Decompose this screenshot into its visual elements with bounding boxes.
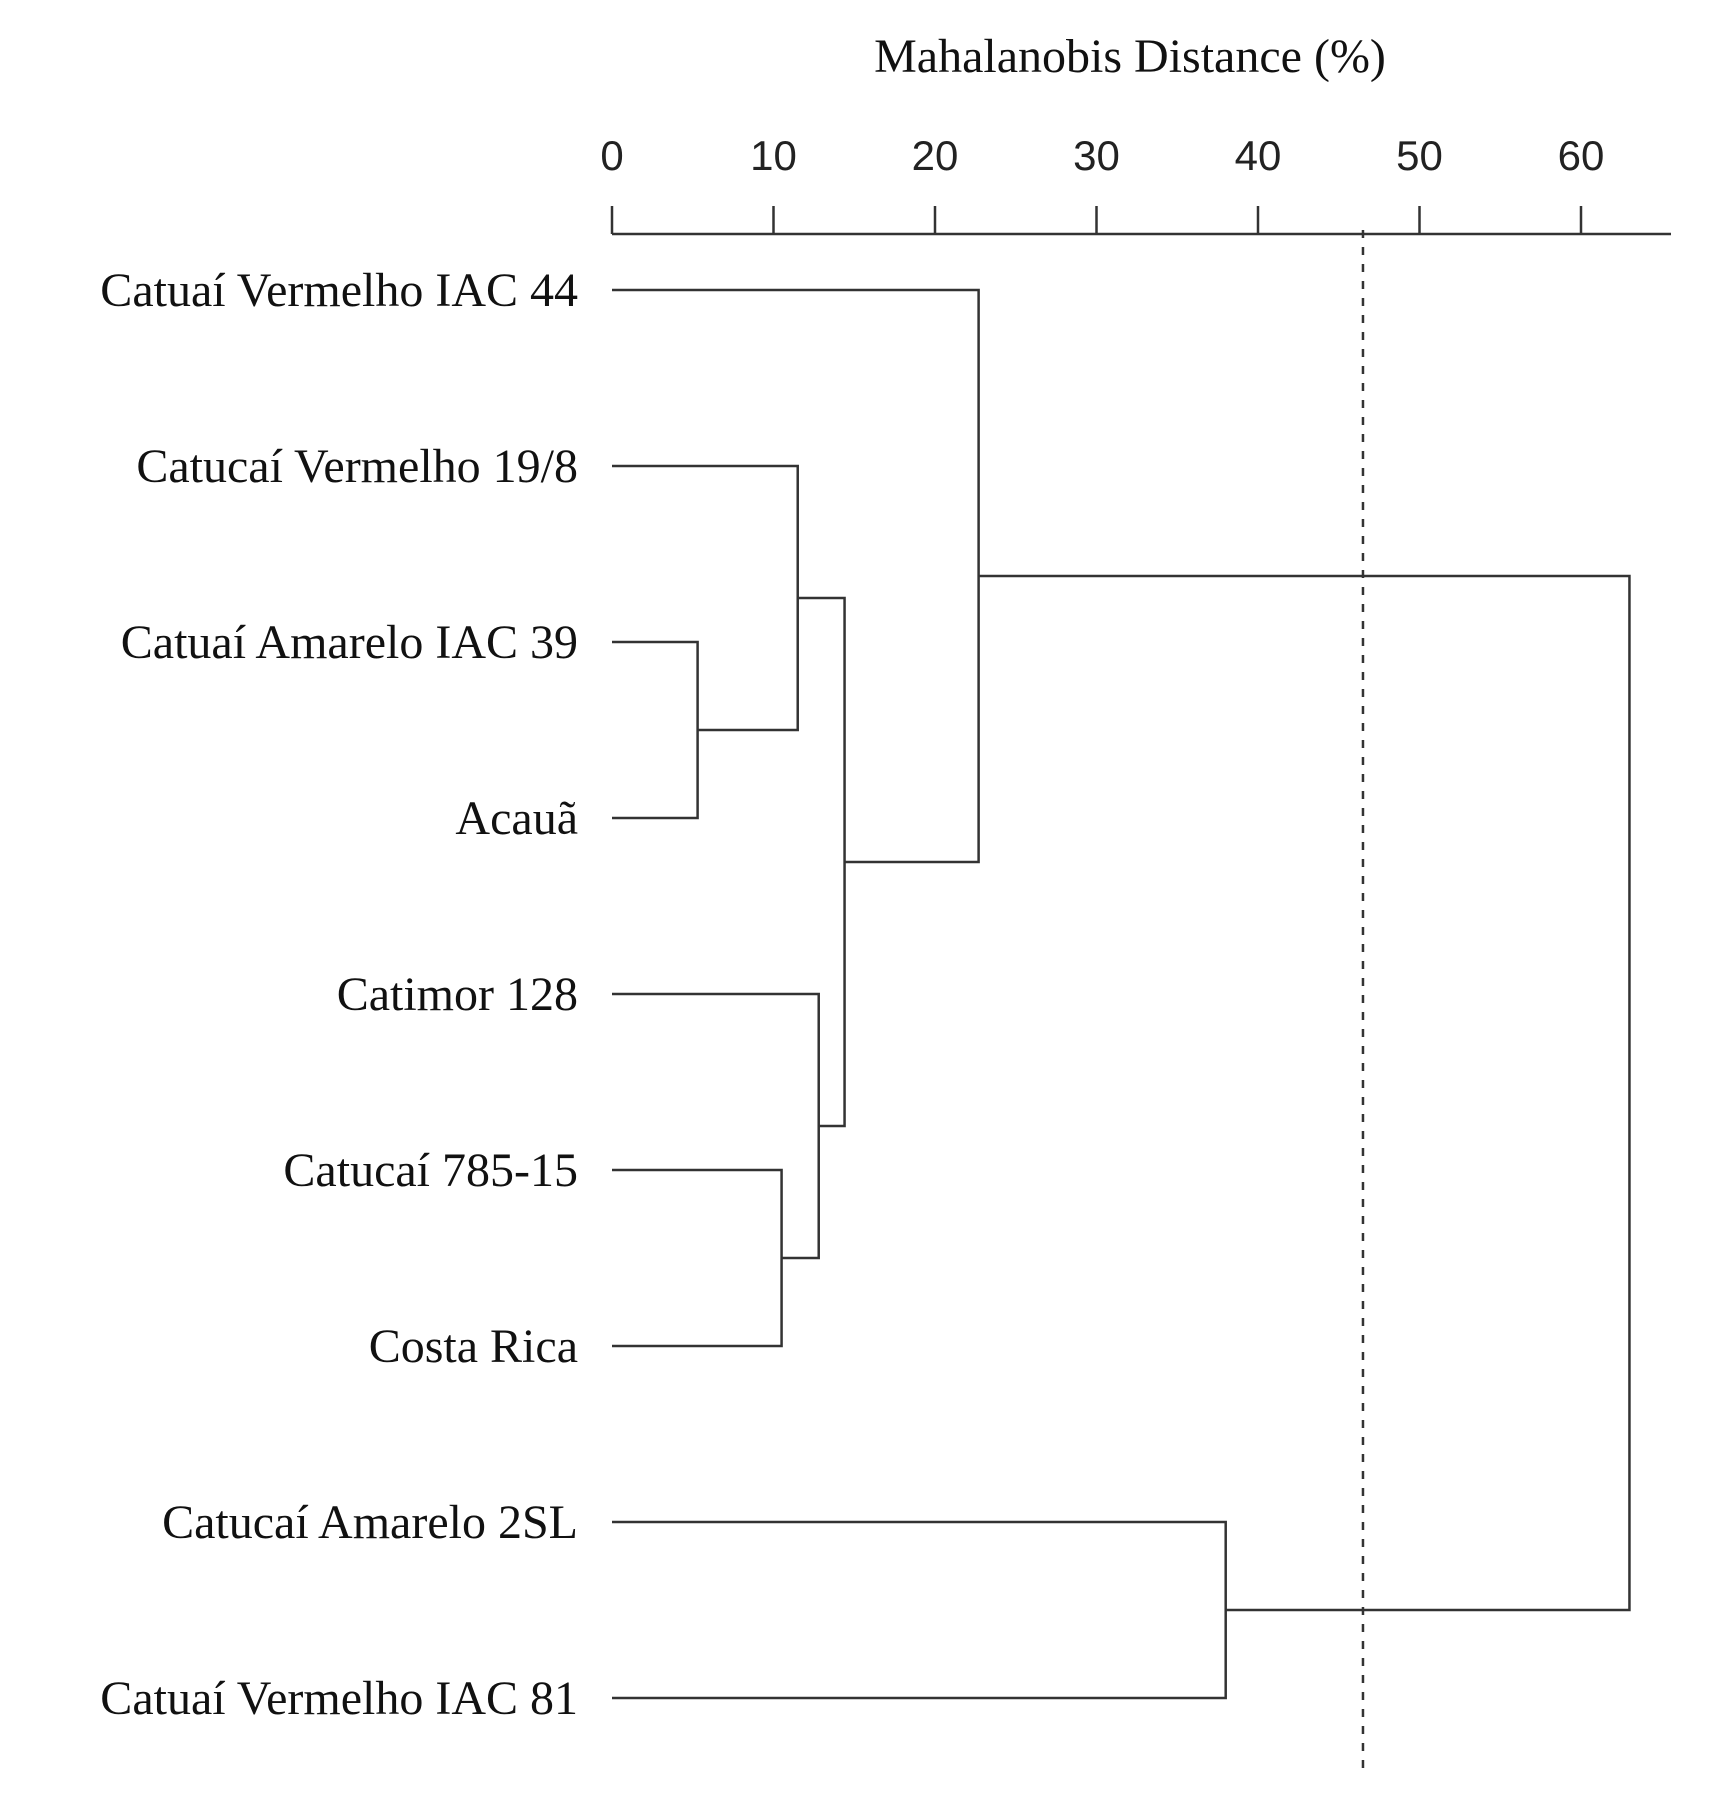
leaf-label: Catuaí Vermelho IAC 81 (100, 1672, 578, 1725)
leaf-label: Catucaí Vermelho 19/8 (136, 440, 578, 493)
leaf-label: Catucaí 785-15 (283, 1144, 578, 1197)
dendrogram-link (612, 464, 799, 732)
leaf-label: Catuaí Vermelho IAC 44 (100, 264, 578, 317)
dendrogram-link (612, 640, 699, 820)
x-tick-label: 50 (1396, 132, 1443, 179)
x-tick-label: 10 (750, 132, 797, 179)
chart-title: Mahalanobis Distance (%) (874, 30, 1386, 83)
x-tick-label: 30 (1073, 132, 1120, 179)
dendrogram-link (978, 574, 1631, 1612)
dendrogram-link (612, 1168, 783, 1348)
dendrogram-link (797, 596, 846, 1128)
leaf-label: Costa Rica (369, 1320, 578, 1373)
leaf-label: Catuaí Amarelo IAC 39 (121, 616, 578, 669)
dendrogram-link (612, 288, 980, 864)
leaf-label: Catimor 128 (337, 968, 578, 1021)
x-tick-label: 40 (1235, 132, 1282, 179)
dendrogram-link (612, 992, 820, 1260)
x-tick-label: 0 (600, 132, 623, 179)
x-tick-label: 60 (1558, 132, 1605, 179)
leaf-label: Acauã (455, 792, 578, 845)
dendrogram-link (612, 1520, 1227, 1700)
x-tick-label: 20 (912, 132, 959, 179)
leaf-label: Catucaí Amarelo 2SL (162, 1496, 578, 1549)
